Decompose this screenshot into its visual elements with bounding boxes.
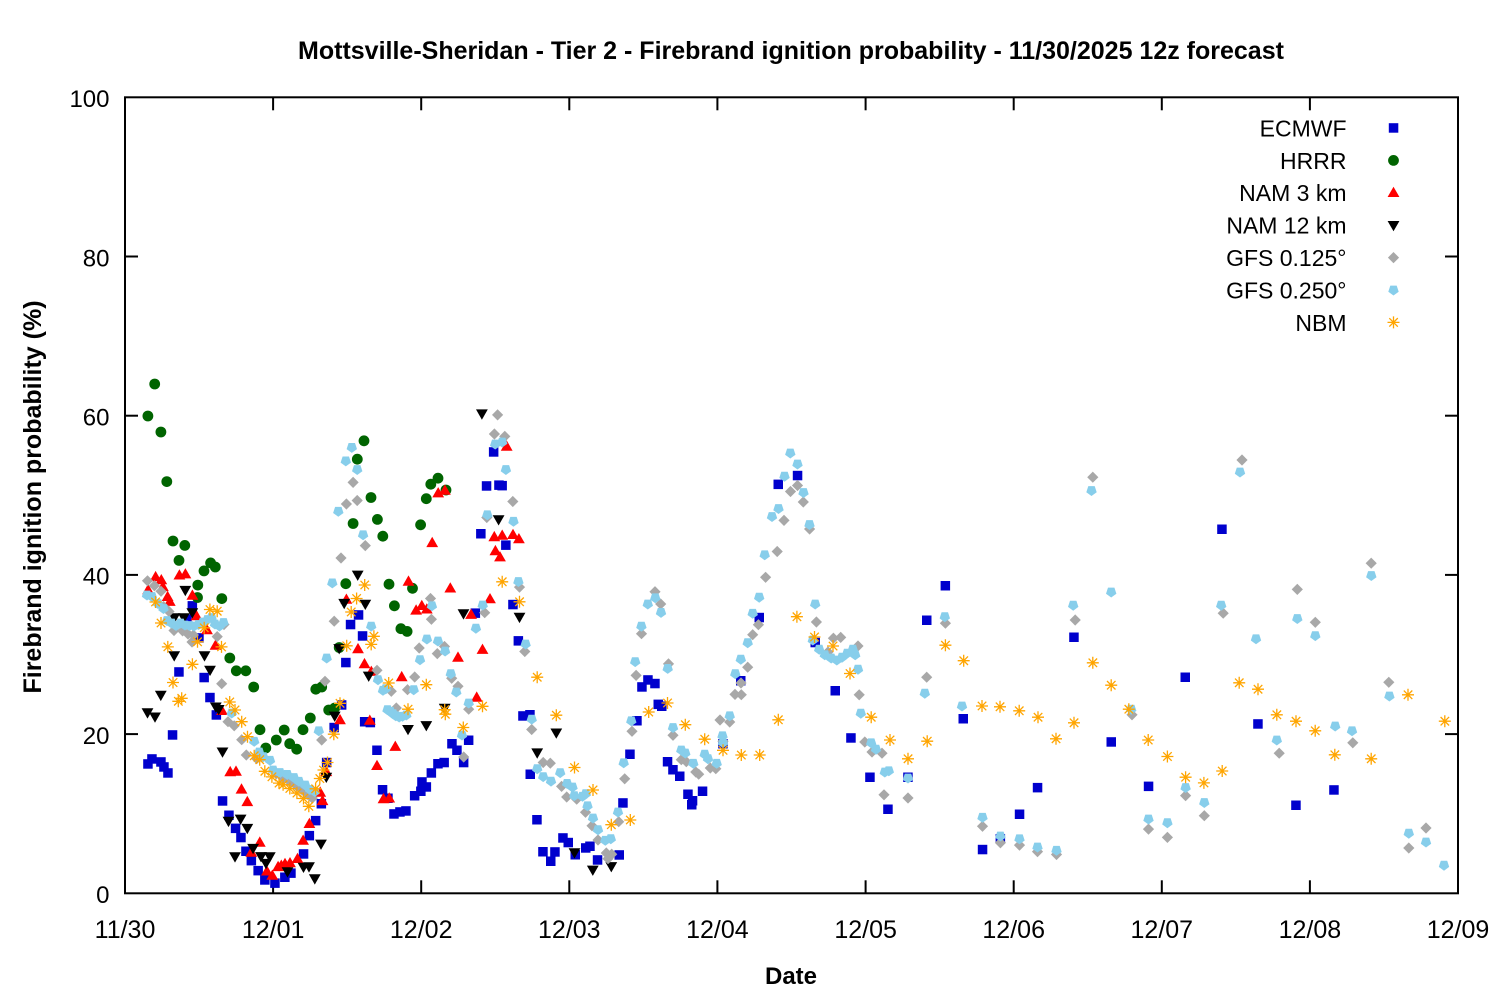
svg-text:12/02: 12/02: [390, 916, 453, 944]
svg-text:12/05: 12/05: [834, 916, 897, 944]
svg-text:60: 60: [83, 405, 110, 432]
svg-text:20: 20: [83, 723, 110, 750]
svg-text:100: 100: [69, 86, 109, 113]
svg-text:NAM 12 km: NAM 12 km: [1226, 213, 1346, 239]
svg-text:HRRR: HRRR: [1280, 148, 1346, 174]
svg-text:12/03: 12/03: [538, 916, 601, 944]
svg-text:12/06: 12/06: [982, 916, 1045, 944]
svg-text:12/09: 12/09: [1427, 916, 1490, 944]
svg-text:12/01: 12/01: [242, 916, 305, 944]
svg-text:12/08: 12/08: [1279, 916, 1342, 944]
svg-text:11/30: 11/30: [95, 916, 156, 944]
svg-text:Firebrand ignition probability: Firebrand ignition probability (%): [19, 300, 47, 693]
svg-text:80: 80: [83, 245, 110, 272]
svg-text:GFS 0.125°: GFS 0.125°: [1226, 245, 1346, 271]
svg-text:ECMWF: ECMWF: [1260, 115, 1347, 141]
svg-text:NAM 3 km: NAM 3 km: [1239, 180, 1346, 206]
svg-text:12/04: 12/04: [686, 916, 749, 944]
svg-text:12/07: 12/07: [1131, 916, 1194, 944]
svg-text:GFS 0.250°: GFS 0.250°: [1226, 277, 1346, 303]
svg-text:Mottsville-Sheridan - Tier 2 -: Mottsville-Sheridan - Tier 2 - Firebrand…: [298, 37, 1285, 65]
svg-text:Date: Date: [765, 963, 817, 990]
svg-text:40: 40: [83, 564, 110, 591]
svg-text:NBM: NBM: [1295, 310, 1346, 336]
svg-text:0: 0: [96, 882, 109, 909]
